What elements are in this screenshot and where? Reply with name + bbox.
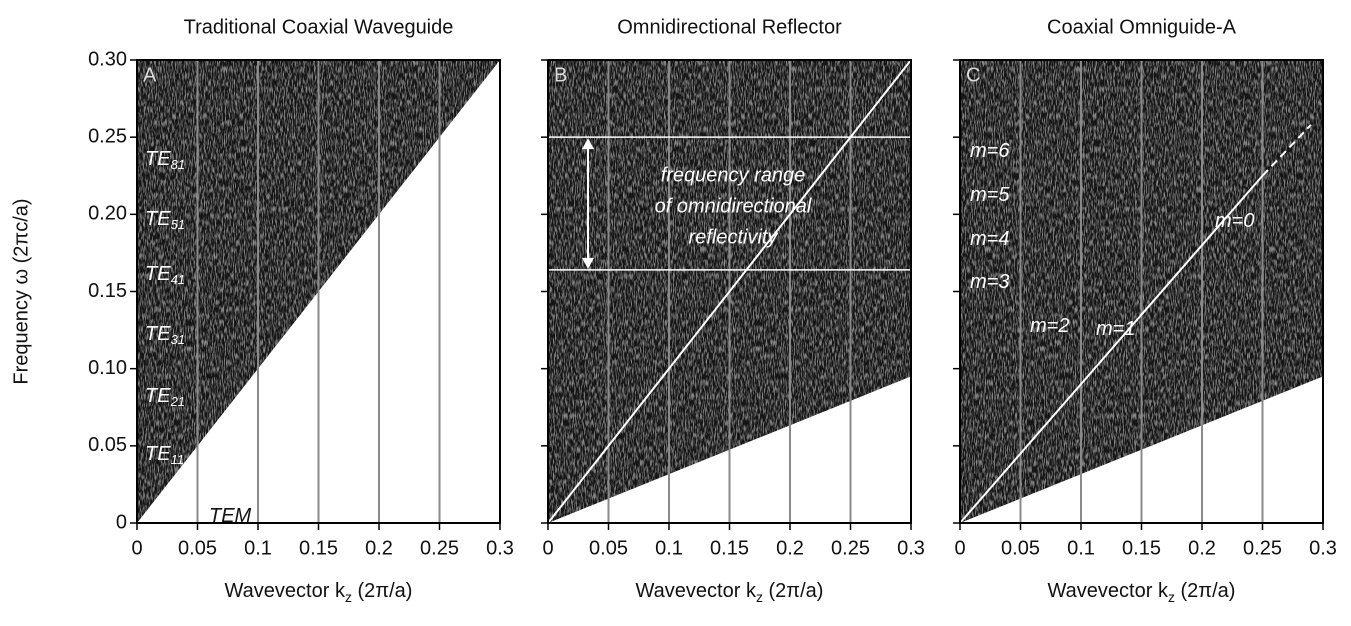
label-sub: 41 bbox=[171, 272, 185, 287]
x-tick-label: 0.15 bbox=[1122, 537, 1161, 559]
chart-title: Omnidirectional Reflector bbox=[617, 16, 842, 38]
x-tick-label: 0.3 bbox=[1309, 537, 1337, 559]
x-tick-label: 0.25 bbox=[420, 537, 459, 559]
mode-label: TE21 bbox=[145, 385, 185, 409]
label-text: TE bbox=[145, 208, 171, 230]
gap-text: frequency range bbox=[661, 164, 806, 186]
label-text: m=6 bbox=[970, 140, 1010, 162]
x-label-sub: z bbox=[1168, 589, 1175, 605]
x-tick-label: 0.1 bbox=[655, 537, 683, 559]
mode-label: m=5 bbox=[970, 184, 1010, 206]
y-tick-label: 0.30 bbox=[88, 48, 127, 70]
arrow-head bbox=[582, 138, 594, 150]
mode-label: TE51 bbox=[145, 208, 185, 232]
frame bbox=[547, 59, 912, 524]
label-sub: 11 bbox=[171, 452, 185, 467]
x-tick-label: 0.2 bbox=[365, 537, 393, 559]
y-tick-label: 0.20 bbox=[88, 203, 127, 225]
x-label-unit: (2π/a) bbox=[1175, 580, 1235, 602]
mode-label: TE31 bbox=[145, 323, 185, 347]
light-line bbox=[1261, 124, 1312, 177]
panel: 0 0.05 0.1 0.15 0.2 0.25 0.300.050.100.150.200… bbox=[10, 16, 514, 604]
x-tick-label: 0.05 bbox=[178, 537, 217, 559]
y-tick-label: 0.25 bbox=[88, 125, 127, 147]
mode-label: m=1 bbox=[1096, 318, 1135, 340]
x-tick-label: 0.1 bbox=[1067, 537, 1095, 559]
label-text: m=4 bbox=[970, 228, 1009, 250]
x-tick-label: 0.25 bbox=[831, 537, 870, 559]
label-text: m=0 bbox=[1215, 210, 1254, 232]
gap-text: of omnidirectional bbox=[655, 195, 812, 217]
label-text: m=3 bbox=[970, 271, 1009, 293]
x-tick-label: 0.15 bbox=[299, 537, 338, 559]
mode-label: m=4 bbox=[970, 228, 1009, 250]
x-tick-label: 0.1 bbox=[244, 537, 272, 559]
x-axis-label: Wavevector kz (2π/a) bbox=[225, 580, 413, 604]
label-sub: 31 bbox=[171, 332, 185, 347]
arrow-head bbox=[582, 257, 594, 269]
x-label-sub: z bbox=[345, 589, 352, 605]
x-label-text: Wavevector k bbox=[636, 580, 757, 602]
mode-label: m=0 bbox=[1215, 210, 1254, 232]
x-tick-label: 0.2 bbox=[1188, 537, 1216, 559]
mode-label: m=2 bbox=[1030, 315, 1069, 337]
panel: 0 0.05 0.1 0.15 0.2 0.25 0.3 frequency range of … bbox=[541, 16, 925, 605]
chart-title: Traditional Coaxial Waveguide bbox=[184, 16, 454, 38]
y-tick-label: 0.10 bbox=[88, 357, 127, 379]
x-label-text: Wavevector k bbox=[225, 580, 346, 602]
panel: 0 0.05 0.1 0.15 0.2 0.25 0.3 m=6 m=5 m=4 m=3 m=2 m=1… bbox=[953, 16, 1337, 605]
panel-letter: B bbox=[554, 64, 567, 86]
x-tick-label: 0 bbox=[542, 537, 553, 559]
x-tick-label: 0.15 bbox=[710, 537, 749, 559]
x-label-unit: (2π/a) bbox=[763, 580, 823, 602]
label-text: TE bbox=[145, 148, 171, 170]
mode-label: m=3 bbox=[970, 271, 1009, 293]
x-axis-label: Wavevector kz (2π/a) bbox=[1048, 580, 1236, 604]
label-text: m=2 bbox=[1030, 315, 1069, 337]
x-tick-label: 0.3 bbox=[897, 537, 925, 559]
x-tick-label: 0.2 bbox=[776, 537, 804, 559]
y-tick-label: 0.15 bbox=[88, 280, 127, 302]
x-tick-label: 0.05 bbox=[1001, 537, 1040, 559]
label-sub: 21 bbox=[170, 394, 185, 409]
mode-label: m=6 bbox=[970, 140, 1010, 162]
x-axis-label: Wavevector kz (2π/a) bbox=[636, 580, 824, 604]
mode-label: TE11 bbox=[145, 443, 184, 467]
label-text: TE bbox=[145, 443, 171, 465]
x-tick-label: 0 bbox=[954, 537, 965, 559]
panel-letter: A bbox=[143, 64, 157, 86]
y-axis-label: Frequency ω (2πc/a) bbox=[10, 198, 32, 384]
x-tick-label: 0.3 bbox=[486, 537, 514, 559]
x-label-text: Wavevector k bbox=[1048, 580, 1169, 602]
frame bbox=[136, 59, 501, 524]
label-text: TE bbox=[145, 323, 171, 345]
mode-label: TEM bbox=[209, 505, 252, 527]
gap-text: reflectivity bbox=[689, 226, 779, 248]
label-text: m=5 bbox=[970, 184, 1010, 206]
y-tick-label: 0.05 bbox=[88, 434, 127, 456]
label-text: TE bbox=[145, 385, 171, 407]
label-text: TE bbox=[145, 263, 171, 285]
label-sub: 51 bbox=[171, 217, 185, 232]
panel-letter: C bbox=[966, 64, 980, 86]
light-line bbox=[959, 175, 1264, 524]
label-text: TEM bbox=[209, 505, 252, 527]
x-tick-label: 0 bbox=[131, 537, 142, 559]
x-tick-label: 0.25 bbox=[1243, 537, 1282, 559]
y-tick-label: 0 bbox=[116, 511, 127, 533]
chart-title: Coaxial Omniguide-A bbox=[1047, 16, 1237, 38]
x-label-sub: z bbox=[756, 589, 763, 605]
mode-label: TE41 bbox=[145, 263, 185, 287]
x-label-unit: (2π/a) bbox=[352, 580, 412, 602]
mode-label: TE81 bbox=[145, 148, 185, 172]
x-tick-label: 0.05 bbox=[589, 537, 628, 559]
label-text: m=1 bbox=[1096, 318, 1135, 340]
label-sub: 81 bbox=[171, 157, 185, 172]
frame bbox=[959, 59, 1324, 524]
